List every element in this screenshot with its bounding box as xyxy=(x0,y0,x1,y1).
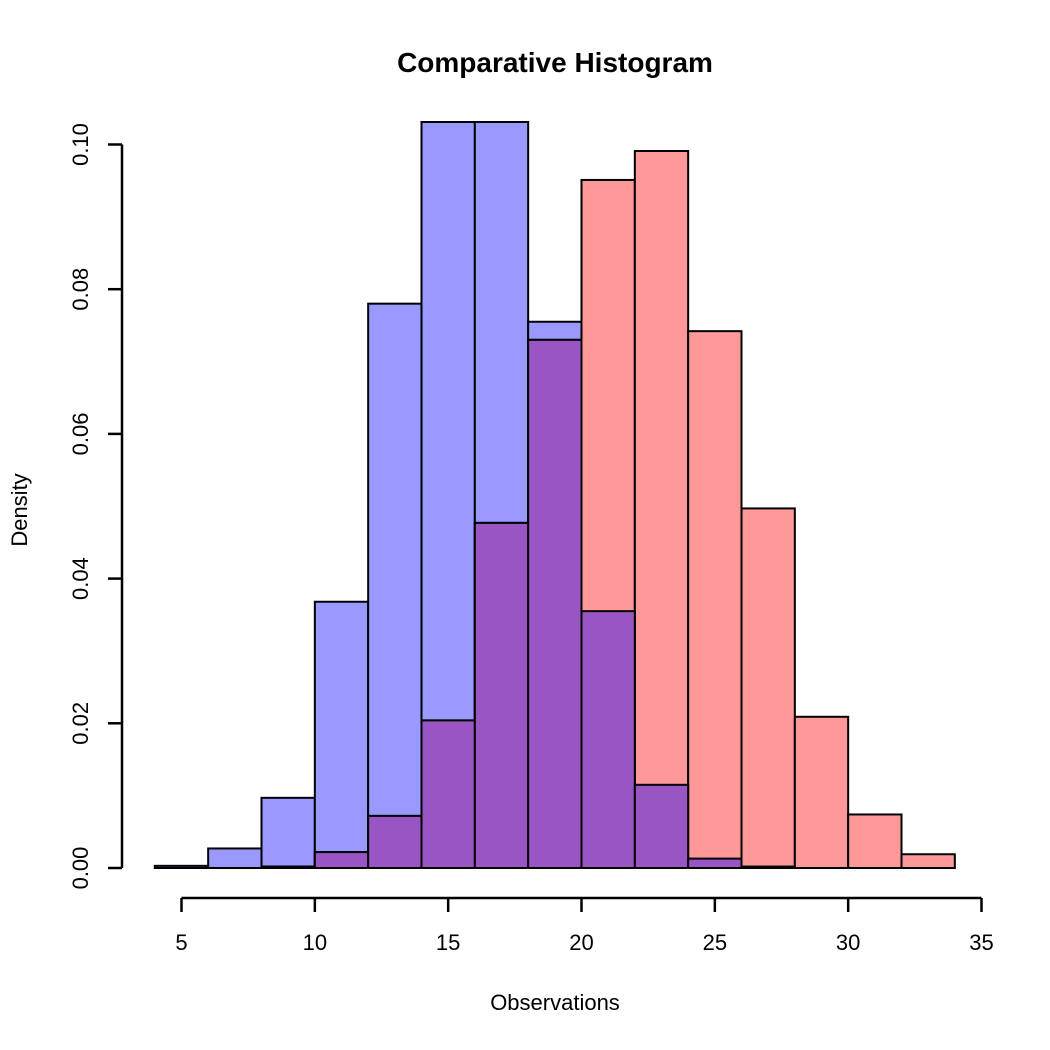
bar-overlap-bin-9 xyxy=(633,783,690,869)
bar-overlap-bin-8 xyxy=(580,610,636,869)
bar-overlap-bin-11 xyxy=(740,865,796,869)
y-axis-label: Density xyxy=(7,473,32,546)
x-tick-label: 30 xyxy=(836,930,860,955)
bar-series-1-bin-4 xyxy=(367,302,423,870)
x-tick-label: 20 xyxy=(569,930,593,955)
x-axis: 5 10 15 20 25 30 35 xyxy=(175,896,994,955)
x-tick-label: 10 xyxy=(303,930,327,955)
bar-series-1-bin-0 xyxy=(153,864,210,870)
x-tick-label: 15 xyxy=(436,930,460,955)
x-tick-label: 5 xyxy=(175,930,187,955)
y-tick-label: 0.00 xyxy=(68,847,93,890)
y-tick-label: 0.02 xyxy=(68,702,93,745)
chart-title: Comparative Histogram xyxy=(397,47,713,78)
bar-series-2-bin-13 xyxy=(847,813,903,869)
bars-group xyxy=(153,121,956,870)
bar-series-1-bin-1 xyxy=(207,847,263,870)
y-tick-label: 0.04 xyxy=(68,557,93,600)
bar-series-1-bin-2 xyxy=(260,796,316,869)
y-tick-label: 0.10 xyxy=(68,123,93,166)
y-tick-label: 0.08 xyxy=(68,268,93,311)
bar-overlap-bin-5 xyxy=(420,719,476,869)
bar-series-2-bin-10 xyxy=(687,330,743,869)
y-axis: 0.00 0.02 0.04 0.06 0.08 0.10 xyxy=(68,123,124,890)
bar-series-2-bin-12 xyxy=(793,715,850,870)
bar-overlap-bin-7 xyxy=(527,338,583,870)
x-tick-label: 35 xyxy=(969,930,993,955)
bar-overlap-bin-4 xyxy=(367,814,423,870)
bar-series-2-bin-14 xyxy=(900,853,956,869)
bar-overlap-bin-6 xyxy=(473,521,530,869)
bar-overlap-bin-3 xyxy=(313,851,370,870)
bar-overlap-bin-10 xyxy=(687,857,743,869)
bar-series-2-bin-11 xyxy=(740,507,796,869)
x-axis-label: Observations xyxy=(490,990,620,1015)
bar-series-2-bin-9 xyxy=(633,150,690,870)
bar-overlap-bin-2 xyxy=(260,865,316,869)
bar-series-1-bin-3 xyxy=(313,600,370,869)
y-tick-label: 0.06 xyxy=(68,412,93,455)
x-tick-label: 25 xyxy=(703,930,727,955)
